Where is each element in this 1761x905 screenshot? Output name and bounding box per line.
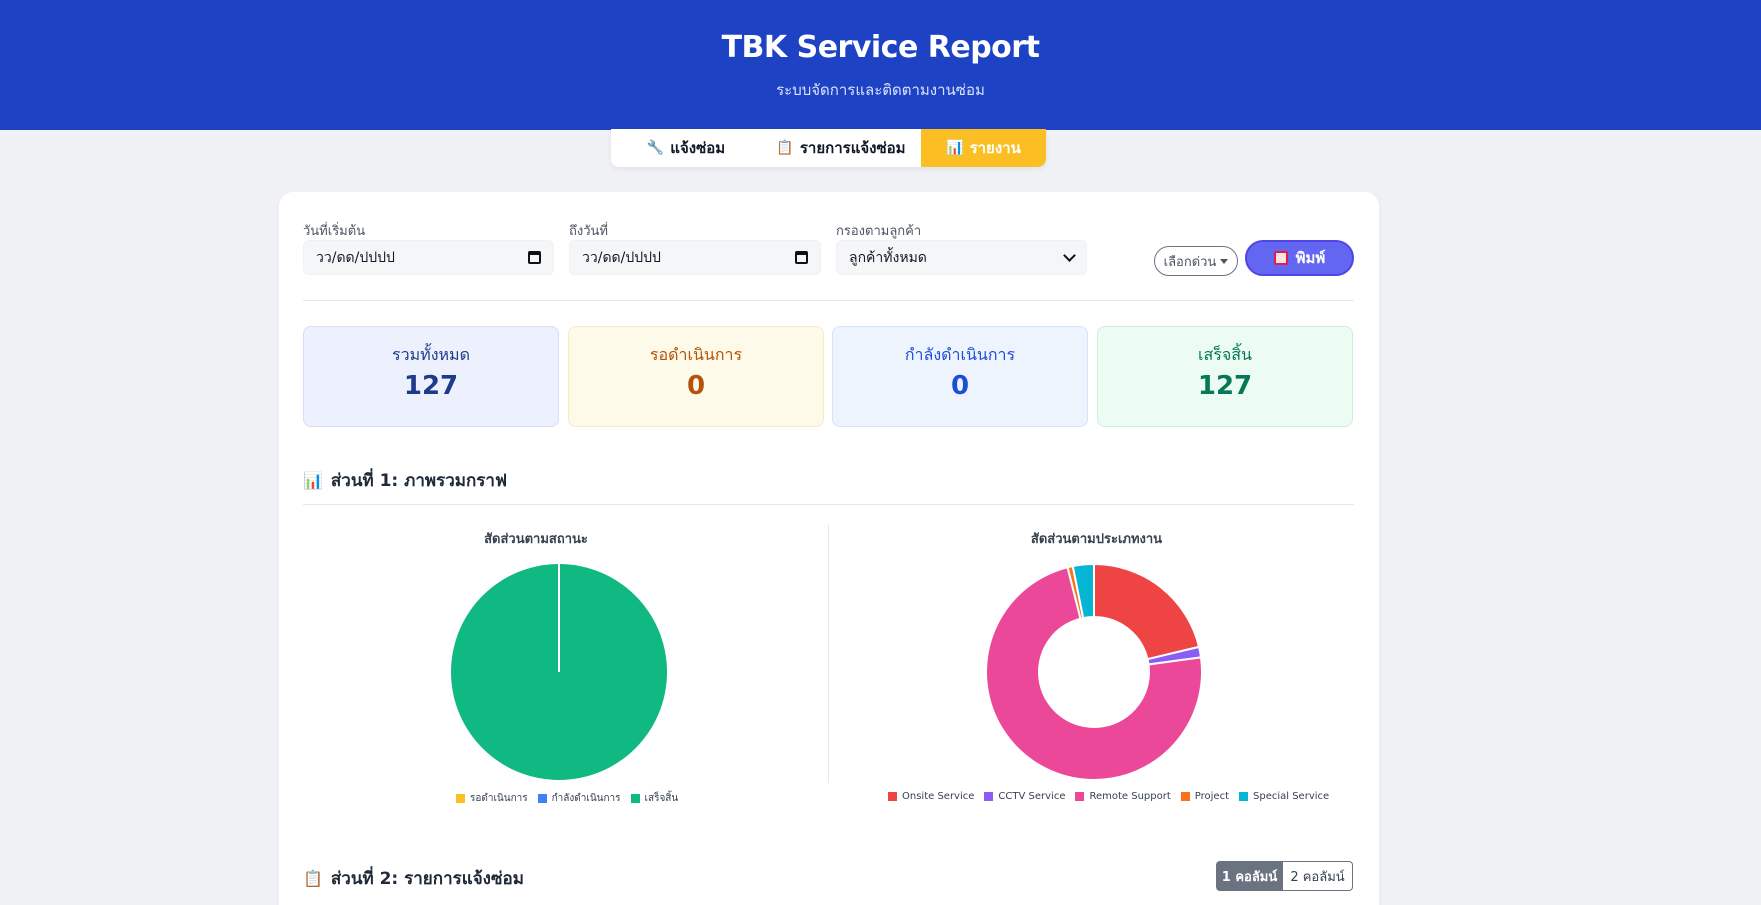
chart-title-type: สัดส่วนตามประเภทงาน bbox=[1030, 532, 1163, 547]
stat-in-progress: กำลังดำเนินการ 0 bbox=[832, 326, 1088, 427]
pie-slice-special-service bbox=[1071, 562, 1095, 620]
stat-value: 0 bbox=[950, 371, 970, 401]
end-date-value: วว/ดด/ปปปป bbox=[582, 249, 661, 266]
section-list-heading: 📋 ส่วนที่ 2: รายการแจ้งซ่อม bbox=[303, 865, 524, 892]
tab-repair-list[interactable]: 📋 รายการแจ้งซ่อม bbox=[761, 129, 921, 167]
legend-swatch bbox=[630, 794, 640, 803]
start-date-input[interactable]: วว/ดด/ปปปป bbox=[303, 240, 554, 275]
start-date-value: วว/ดด/ปปปป bbox=[316, 249, 395, 266]
legend-item-รอดำเนินการ[interactable]: รอดำเนินการ bbox=[456, 791, 528, 806]
legend-swatch bbox=[537, 794, 547, 803]
start-date-label: วันที่เริ่มต้น bbox=[303, 224, 366, 239]
stat-label: กำลังดำเนินการ bbox=[904, 345, 1016, 364]
stat-label: เสร็จสิ้น bbox=[1198, 345, 1252, 364]
tab-label: รายการแจ้งซ่อม bbox=[799, 139, 906, 157]
legend-label: Special Service bbox=[1253, 791, 1330, 802]
print-button[interactable]: พิมพ์ bbox=[1245, 240, 1354, 276]
clipboard-icon: 📋 bbox=[776, 140, 794, 156]
legend-swatch bbox=[456, 794, 465, 803]
legend-item-cctv-service[interactable]: CCTV Service bbox=[984, 791, 1065, 802]
tab-label: แจ้งซ่อม bbox=[670, 139, 726, 157]
legend-item-remote-support[interactable]: Remote Support bbox=[1075, 791, 1171, 802]
legend-item-เสร็จสิ้น[interactable]: เสร็จสิ้น bbox=[630, 791, 679, 806]
caret-down-icon bbox=[1220, 258, 1229, 264]
stat-value: 0 bbox=[686, 371, 706, 401]
tab-report[interactable]: 📊 รายงาน bbox=[921, 129, 1046, 167]
bar-chart-icon: 📊 bbox=[303, 471, 323, 490]
legend-label: Project bbox=[1194, 791, 1229, 802]
stat-label: รวมทั้งหมด bbox=[392, 345, 470, 364]
chevron-down-icon bbox=[1063, 248, 1076, 262]
legend-item-special-service[interactable]: Special Service bbox=[1239, 791, 1329, 802]
stat-completed: เสร็จสิ้น 127 bbox=[1097, 326, 1353, 427]
two-column-button[interactable]: 2 คอลัมน์ bbox=[1283, 861, 1353, 891]
quick-select-dropdown[interactable]: เลือกด่วน bbox=[1154, 246, 1238, 276]
legend-label: CCTV Service bbox=[998, 791, 1066, 802]
end-date-label: ถึงวันที่ bbox=[569, 224, 608, 239]
stat-pending: รอดำเนินการ 0 bbox=[568, 326, 824, 427]
filter-divider bbox=[303, 300, 1354, 301]
customer-filter-label: กรองตามลูกค้า bbox=[836, 224, 922, 239]
one-column-button[interactable]: 1 คอลัมน์ bbox=[1216, 861, 1283, 891]
calendar-icon[interactable] bbox=[795, 251, 808, 264]
wrench-icon: 🔧 bbox=[646, 140, 665, 156]
chart-divider bbox=[828, 525, 829, 783]
bar-chart-icon: 📊 bbox=[946, 140, 964, 156]
stat-label: รอดำเนินการ bbox=[649, 345, 743, 364]
legend-item-กำลังดำเนินการ[interactable]: กำลังดำเนินการ bbox=[537, 791, 621, 806]
printer-icon bbox=[1273, 251, 1288, 265]
type-donut-chart bbox=[985, 562, 1203, 781]
status-pie-chart bbox=[451, 564, 667, 780]
legend-label: Remote Support bbox=[1089, 791, 1171, 802]
customer-filter-select[interactable]: ลูกค้าทั้งหมด bbox=[836, 240, 1087, 275]
main-tabs: 🔧 แจ้งซ่อม 📋 รายการแจ้งซ่อม 📊 รายงาน bbox=[611, 129, 1046, 167]
section-divider bbox=[303, 504, 1354, 505]
type-chart-legend: Onsite Service CCTV Service Remote Support… bbox=[888, 791, 1329, 802]
legend-item-project[interactable]: Project bbox=[1180, 791, 1229, 802]
stat-total: รวมทั้งหมด 127 bbox=[303, 326, 559, 427]
legend-swatch bbox=[1075, 792, 1085, 801]
section-title: ส่วนที่ 2: รายการแจ้งซ่อม bbox=[330, 869, 524, 889]
report-card: วันที่เริ่มต้น วว/ดด/ปปปป ถึงวันที่ วว/ด… bbox=[279, 192, 1379, 905]
app-subtitle: ระบบจัดการและติดตามงานซ่อม bbox=[776, 81, 985, 99]
pie-slice-onsite-service bbox=[1093, 562, 1201, 661]
status-chart-legend: รอดำเนินการ กำลังดำเนินการ เสร็จสิ้น bbox=[456, 791, 678, 806]
chart-title-status: สัดส่วนตามสถานะ bbox=[484, 532, 588, 547]
tab-label: รายงาน bbox=[969, 139, 1021, 157]
legend-swatch bbox=[1180, 792, 1190, 801]
section-charts-heading: 📊 ส่วนที่ 1: ภาพรวมกราฟ bbox=[303, 467, 507, 494]
clipboard-icon: 📋 bbox=[303, 869, 323, 888]
tab-report-repair[interactable]: 🔧 แจ้งซ่อม bbox=[611, 129, 761, 167]
legend-swatch bbox=[984, 792, 994, 801]
legend-label: เสร็จสิ้น bbox=[644, 793, 679, 804]
legend-swatch bbox=[888, 792, 897, 801]
column-toggle: 1 คอลัมน์ 2 คอลัมน์ bbox=[1216, 861, 1353, 891]
quick-select-label: เลือกด่วน bbox=[1163, 254, 1217, 270]
app-title: TBK Service Report bbox=[721, 30, 1040, 65]
stat-value: 127 bbox=[403, 371, 459, 401]
legend-label: รอดำเนินการ bbox=[470, 793, 528, 804]
section-title: ส่วนที่ 1: ภาพรวมกราฟ bbox=[330, 471, 507, 491]
calendar-icon[interactable] bbox=[528, 251, 541, 264]
legend-swatch bbox=[1239, 792, 1248, 801]
end-date-input[interactable]: วว/ดด/ปปปป bbox=[569, 240, 821, 275]
pie-slice-remote-support bbox=[985, 566, 1203, 781]
stat-value: 127 bbox=[1197, 371, 1253, 401]
app-header: TBK Service Report ระบบจัดการและติดตามงา… bbox=[0, 0, 1761, 130]
legend-label: Onsite Service bbox=[902, 791, 975, 802]
print-label: พิมพ์ bbox=[1295, 249, 1326, 267]
legend-item-onsite-service[interactable]: Onsite Service bbox=[888, 791, 974, 802]
customer-filter-value: ลูกค้าทั้งหมด bbox=[849, 249, 927, 266]
legend-label: กำลังดำเนินการ bbox=[551, 793, 621, 804]
